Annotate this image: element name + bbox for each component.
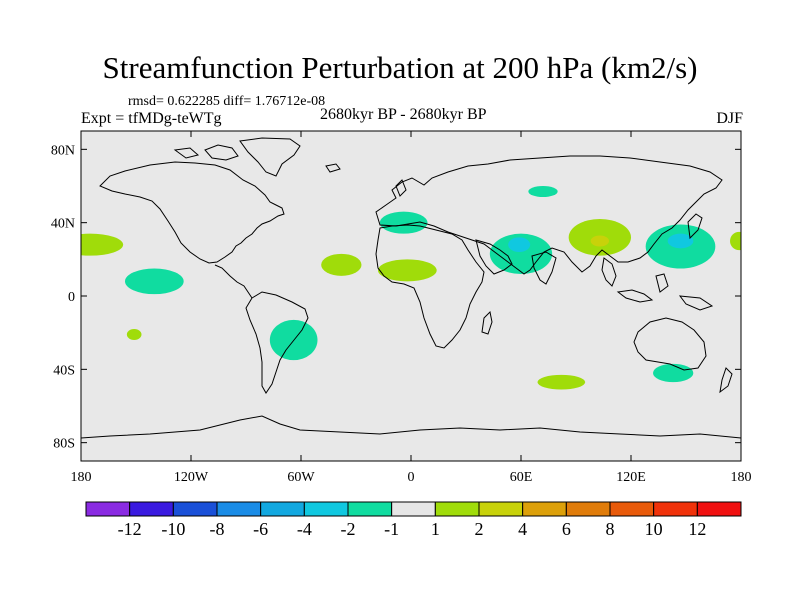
colorbar-label: 1: [431, 519, 440, 539]
colorbar-label: -2: [341, 519, 356, 539]
anomaly-region: [508, 237, 531, 253]
colorbar-label: -4: [297, 519, 312, 539]
lon-tick-label: 0: [408, 470, 415, 485]
lon-tick-label: 180: [71, 470, 92, 485]
colorbar-swatch: [653, 501, 698, 517]
anomaly-region: [378, 259, 437, 282]
colorbar-label: 10: [645, 519, 663, 539]
axis-tick-labels: 80N 40N 0 40S 80S 180 120W 60W 0 60E 120E 180: [51, 143, 752, 485]
colorbar-swatch: [260, 501, 305, 517]
lon-tick-label: 120E: [616, 470, 646, 485]
colorbar: -12 -10 -8 -6 -4 -2 -1 1 2 4 6 8 10 12: [85, 501, 742, 539]
colorbar-label: 4: [518, 519, 527, 539]
anomaly-region: [667, 233, 694, 249]
anomaly-region: [590, 235, 609, 247]
anomaly-region: [81, 233, 124, 256]
colorbar-swatch: [565, 501, 611, 517]
colorbar-swatch: [172, 501, 218, 517]
map-background: [81, 131, 741, 461]
lon-tick-label: 60W: [287, 470, 315, 485]
colorbar-label: 8: [606, 519, 615, 539]
anomaly-region: [489, 233, 553, 274]
lat-tick-label: 40N: [51, 217, 75, 232]
axis-ticks: [80, 131, 742, 461]
colorbar-swatch: [391, 501, 436, 517]
colorbar-swatch: [434, 501, 480, 517]
season-label: DJF: [716, 110, 743, 127]
colorbar-label: 6: [562, 519, 571, 539]
stats-text: rmsd= 0.622285 diff= 1.76712e-08: [128, 94, 326, 109]
period-label: 2680kyr BP - 2680kyr BP: [320, 106, 487, 123]
colorbar-swatch: [303, 501, 349, 517]
lat-tick-label: 80S: [53, 437, 75, 452]
colorbar-label: 2: [475, 519, 484, 539]
lat-tick-label: 0: [68, 290, 75, 305]
anomaly-region: [126, 329, 142, 340]
lon-tick-label: 120W: [174, 470, 209, 485]
anomaly-layer: [81, 186, 741, 390]
colorbar-label: -12: [118, 519, 142, 539]
anomaly-region: [528, 186, 558, 197]
anomaly-region: [653, 363, 694, 383]
anomaly-region: [730, 231, 741, 251]
anomaly-region: [537, 374, 586, 390]
lon-tick-label: 60E: [510, 470, 533, 485]
colorbar-swatch: [609, 501, 655, 517]
colorbar-label: 12: [688, 519, 706, 539]
page-title: Streamfunction Perturbation at 200 hPa (…: [102, 50, 698, 85]
anomaly-region: [321, 253, 362, 276]
coastlines: [81, 137, 741, 439]
colorbar-label: -6: [253, 519, 268, 539]
lon-tick-label: 180: [731, 470, 752, 485]
anomaly-region: [379, 211, 428, 234]
anomaly-region: [124, 268, 184, 295]
colorbar-label: -8: [210, 519, 225, 539]
colorbar-swatch: [216, 501, 262, 517]
colorbar-swatch: [129, 501, 174, 517]
lat-tick-label: 80N: [51, 143, 75, 158]
colorbar-swatch: [85, 501, 131, 517]
experiment-label: Expt = tfMDg-teWTg: [81, 110, 222, 127]
colorbar-swatch: [347, 501, 393, 517]
lat-tick-label: 40S: [53, 363, 75, 378]
colorbar-label: -10: [161, 519, 185, 539]
colorbar-swatch: [478, 501, 524, 517]
colorbar-swatch: [522, 501, 567, 517]
colorbar-label: -1: [384, 519, 399, 539]
colorbar-swatch: [696, 501, 742, 517]
